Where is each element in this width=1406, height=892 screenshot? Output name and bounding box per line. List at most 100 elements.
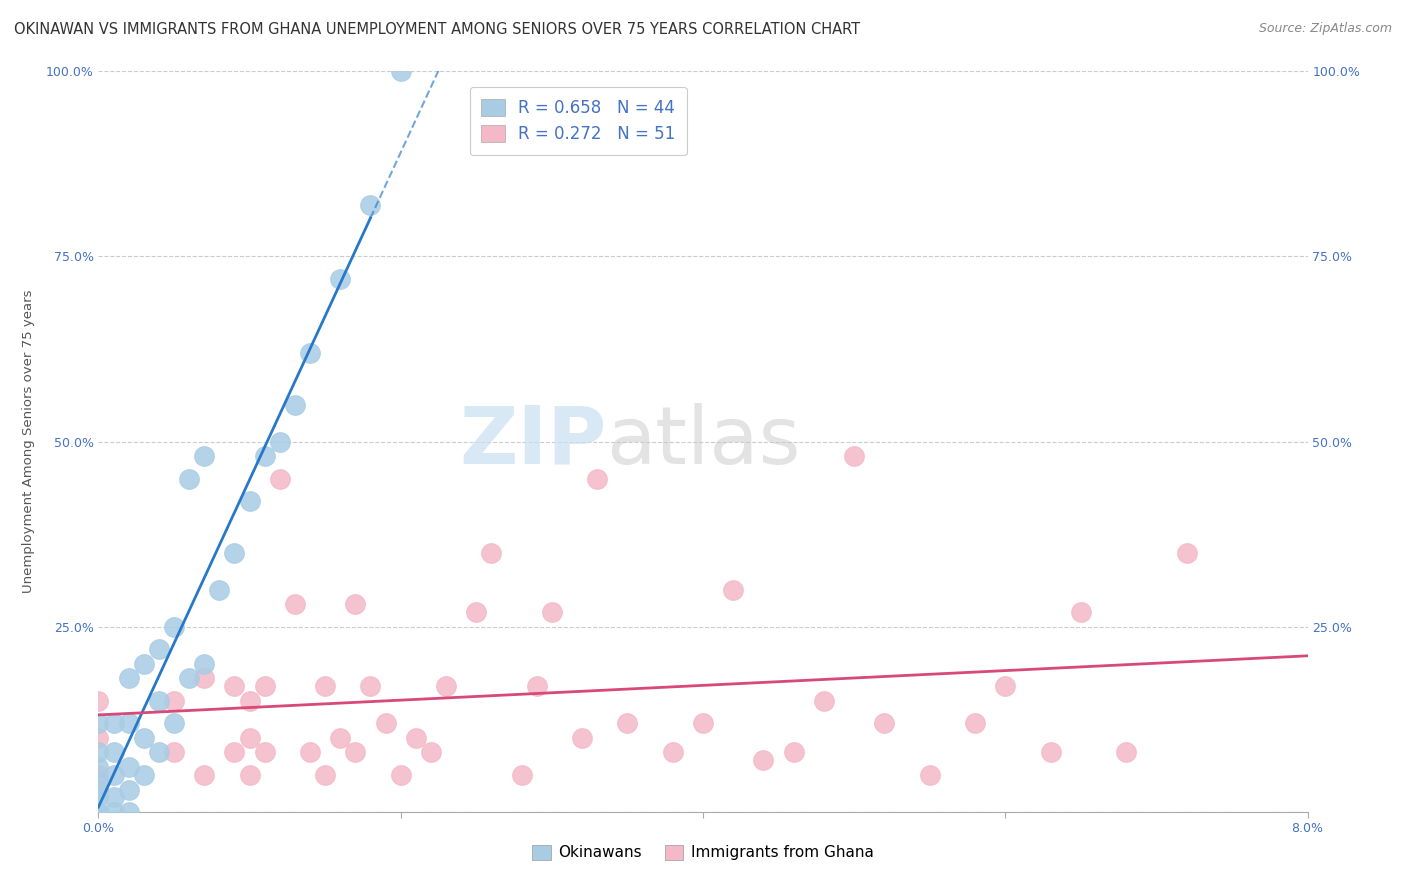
Point	[434, 679, 457, 693]
Point	[344, 746, 367, 760]
Point	[87, 746, 110, 760]
Point	[87, 805, 110, 819]
Point	[692, 715, 714, 730]
Point	[253, 679, 276, 693]
Point	[193, 767, 215, 781]
Point	[813, 694, 835, 708]
Point	[103, 789, 125, 804]
Point	[783, 746, 806, 760]
Point	[179, 672, 201, 686]
Point	[118, 715, 141, 730]
Point	[193, 657, 215, 671]
Point	[163, 694, 186, 708]
Point	[118, 782, 141, 797]
Point	[284, 598, 307, 612]
Text: ZIP: ZIP	[458, 402, 606, 481]
Point	[269, 471, 291, 485]
Point	[163, 619, 186, 633]
Point	[465, 605, 488, 619]
Point	[360, 197, 382, 211]
Point	[344, 598, 367, 612]
Point	[571, 731, 593, 745]
Point	[1039, 746, 1062, 760]
Point	[723, 582, 745, 597]
Point	[481, 546, 503, 560]
Point	[510, 767, 533, 781]
Point	[224, 679, 246, 693]
Point	[118, 760, 141, 774]
Y-axis label: Unemployment Among Seniors over 75 years: Unemployment Among Seniors over 75 years	[21, 290, 35, 593]
Point	[132, 767, 155, 781]
Point	[87, 694, 110, 708]
Point	[389, 767, 412, 781]
Legend: R = 0.658   N = 44, R = 0.272   N = 51: R = 0.658 N = 44, R = 0.272 N = 51	[470, 87, 686, 155]
Point	[239, 767, 262, 781]
Point	[284, 398, 307, 412]
Point	[148, 694, 170, 708]
Text: atlas: atlas	[606, 402, 800, 481]
Point	[374, 715, 396, 730]
Text: OKINAWAN VS IMMIGRANTS FROM GHANA UNEMPLOYMENT AMONG SENIORS OVER 75 YEARS CORRE: OKINAWAN VS IMMIGRANTS FROM GHANA UNEMPL…	[14, 22, 860, 37]
Legend: Okinawans, Immigrants from Ghana: Okinawans, Immigrants from Ghana	[526, 838, 880, 866]
Point	[103, 715, 125, 730]
Point	[118, 805, 141, 819]
Point	[132, 657, 155, 671]
Point	[661, 746, 683, 760]
Point	[179, 471, 201, 485]
Point	[269, 434, 291, 449]
Point	[1175, 546, 1198, 560]
Point	[965, 715, 987, 730]
Point	[193, 672, 215, 686]
Point	[329, 271, 352, 285]
Point	[87, 715, 110, 730]
Point	[224, 746, 246, 760]
Point	[87, 775, 110, 789]
Point	[103, 746, 125, 760]
Point	[87, 782, 110, 797]
Point	[163, 715, 186, 730]
Point	[994, 679, 1017, 693]
Point	[148, 746, 170, 760]
Point	[329, 731, 352, 745]
Point	[420, 746, 443, 760]
Point	[314, 767, 336, 781]
Point	[103, 805, 125, 819]
Point	[526, 679, 548, 693]
Point	[87, 805, 110, 819]
Point	[87, 789, 110, 804]
Point	[87, 805, 110, 819]
Point	[299, 746, 322, 760]
Point	[118, 672, 141, 686]
Point	[163, 746, 186, 760]
Point	[239, 731, 262, 745]
Point	[752, 753, 775, 767]
Point	[239, 493, 262, 508]
Point	[193, 450, 215, 464]
Point	[87, 760, 110, 774]
Point	[253, 450, 276, 464]
Point	[540, 605, 562, 619]
Point	[224, 546, 246, 560]
Point	[87, 731, 110, 745]
Point	[87, 805, 110, 819]
Point	[253, 746, 276, 760]
Point	[405, 731, 427, 745]
Text: Source: ZipAtlas.com: Source: ZipAtlas.com	[1258, 22, 1392, 36]
Point	[208, 582, 231, 597]
Point	[1115, 746, 1137, 760]
Point	[87, 767, 110, 781]
Point	[360, 679, 382, 693]
Point	[314, 679, 336, 693]
Point	[918, 767, 941, 781]
Point	[87, 805, 110, 819]
Point	[1070, 605, 1092, 619]
Point	[299, 345, 322, 359]
Point	[239, 694, 262, 708]
Point	[873, 715, 896, 730]
Point	[148, 641, 170, 656]
Point	[87, 805, 110, 819]
Point	[844, 450, 866, 464]
Point	[389, 64, 412, 78]
Point	[132, 731, 155, 745]
Point	[616, 715, 638, 730]
